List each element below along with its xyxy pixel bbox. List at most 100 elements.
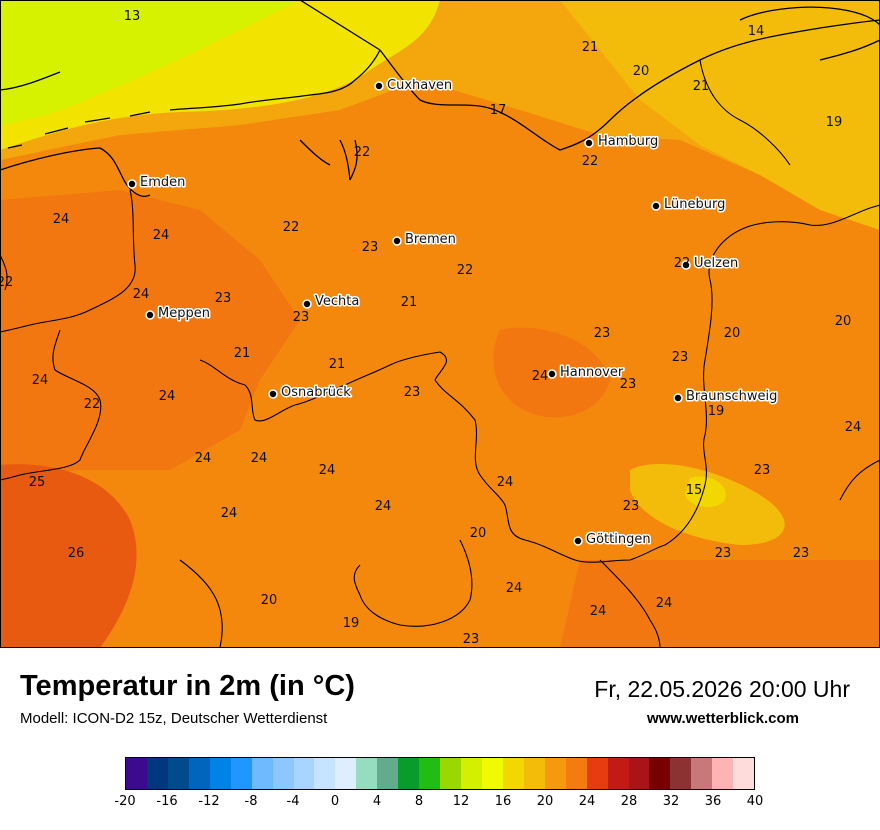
legend-swatch xyxy=(544,758,566,789)
temp-value: 20 xyxy=(470,526,487,541)
temp-value: 22 xyxy=(582,154,599,169)
coastline xyxy=(0,0,880,197)
city-lueneburg: Lüneburg xyxy=(651,196,727,214)
legend-swatch xyxy=(398,758,420,789)
city-meppen: Meppen xyxy=(145,305,211,323)
temp-value: 22 xyxy=(674,256,691,271)
temp-value: 24 xyxy=(251,451,268,466)
temp-value: 22 xyxy=(354,145,371,160)
city-label-bremen: Bremen xyxy=(405,232,456,247)
temp-value: 15 xyxy=(686,483,703,498)
temp-value: 24 xyxy=(221,506,238,521)
legend-swatch xyxy=(335,758,357,789)
legend-swatch xyxy=(481,758,503,789)
city-label-vechta: Vechta xyxy=(315,294,359,309)
legend-swatch xyxy=(272,758,294,789)
city-uelzen: Uelzen xyxy=(681,255,740,273)
legend-tick-label: 16 xyxy=(494,794,512,809)
temp-field-sea xyxy=(0,0,300,125)
temp-value: 23 xyxy=(793,546,810,561)
legend-swatch xyxy=(628,758,650,789)
temp-value: 20 xyxy=(835,314,852,329)
temp-value: 21 xyxy=(693,79,710,94)
temp-value: 24 xyxy=(153,228,170,243)
temp-value: 24 xyxy=(53,212,70,227)
temp-value: 23 xyxy=(404,385,421,400)
legend-swatch xyxy=(670,758,692,789)
city-label-goettingen: Göttingen xyxy=(586,532,651,547)
city-osnabrueck: Osnabrück xyxy=(268,384,353,402)
temp-value: 25 xyxy=(29,475,46,490)
temp-value: 21 xyxy=(329,357,346,372)
legend-tick-label: 36 xyxy=(704,794,722,809)
city-label-osnabrueck: Osnabrück xyxy=(281,385,351,400)
legend-swatch xyxy=(314,758,336,789)
temp-value: 21 xyxy=(582,40,599,55)
temp-field-harz-core xyxy=(685,476,726,508)
legend-swatch xyxy=(356,758,378,789)
legend-swatch xyxy=(461,758,482,789)
temp-value: 22 xyxy=(457,263,474,278)
legend-swatch xyxy=(565,758,587,789)
temp-value: 19 xyxy=(826,115,843,130)
temp-value: 22 xyxy=(283,220,300,235)
legend-tick-label: -16 xyxy=(156,794,178,809)
website-link[interactable]: www.wetterblick.com xyxy=(647,710,799,727)
city-goettingen: Göttingen xyxy=(573,531,652,549)
legend-tick-label: 4 xyxy=(372,794,382,809)
city-vechta: Vechta xyxy=(302,293,361,311)
city-label-lueneburg: Lüneburg xyxy=(664,197,725,212)
temp-value: 24 xyxy=(133,287,150,302)
city-emden: Emden xyxy=(127,174,187,192)
temp-value: 26 xyxy=(68,546,85,561)
temp-value: 22 xyxy=(84,397,101,412)
forecast-datetime: Fr, 22.05.2026 20:00 Uhr xyxy=(594,676,850,702)
legend-tick-label: -8 xyxy=(244,794,258,809)
legend-tick-label: 0 xyxy=(330,794,340,809)
legend-swatch xyxy=(188,758,210,789)
temperature-values: 13 14 21 20 21 17 19 22 22 24 22 24 23 2… xyxy=(0,9,861,647)
temp-field-northeast xyxy=(560,0,880,230)
legend-tick-label: 24 xyxy=(578,794,596,809)
legend-ticks: -20 -16 -12 -8 -4 0 4 8 12 16 20 24 28 32 36 40 xyxy=(114,794,763,818)
city-cuxhaven: Cuxhaven xyxy=(374,77,454,95)
temp-value: 23 xyxy=(215,291,232,306)
legend-swatch xyxy=(649,758,671,789)
temp-value: 24 xyxy=(532,369,549,384)
temp-value: 23 xyxy=(620,377,637,392)
legend-swatch xyxy=(607,758,629,789)
temp-value: 14 xyxy=(748,24,765,39)
legend-swatch xyxy=(419,758,441,789)
city-label-meppen: Meppen xyxy=(158,306,210,321)
temp-value: 20 xyxy=(633,64,650,79)
temp-value: 24 xyxy=(159,389,176,404)
temp-value: 21 xyxy=(401,295,418,310)
legend-swatch xyxy=(251,758,273,789)
temp-value: 20 xyxy=(724,326,741,341)
temp-value: 24 xyxy=(656,596,673,611)
temp-value: 24 xyxy=(845,420,862,435)
legend-swatch xyxy=(733,758,755,789)
city-label-braunschweig: Braunschweig xyxy=(686,389,777,404)
legend-tick-label: 40 xyxy=(746,794,764,809)
legend-tick-label: 12 xyxy=(452,794,470,809)
temp-value: 23 xyxy=(672,350,689,365)
legend-swatch xyxy=(691,758,713,789)
temp-value: 24 xyxy=(506,581,523,596)
legend-swatch xyxy=(167,758,189,789)
city-label-uelzen: Uelzen xyxy=(694,256,738,271)
admin-borders xyxy=(0,59,880,648)
legend-tick-label: -4 xyxy=(286,794,300,809)
legend-tick-label: -20 xyxy=(114,794,136,809)
legend-swatch xyxy=(146,758,168,789)
temp-field-south-warm xyxy=(560,560,880,648)
model-info: Modell: ICON-D2 15z, Deutscher Wetterdie… xyxy=(20,710,328,727)
legend-swatch xyxy=(523,758,545,789)
temp-value: 23 xyxy=(754,463,771,478)
temperature-map: Cuxhaven Hamburg Emden Lüneburg Bremen U… xyxy=(0,0,880,648)
legend-swatch xyxy=(230,758,252,789)
legend-swatch xyxy=(440,758,461,789)
city-hannover: Hannover xyxy=(547,364,625,382)
temp-value: 21 xyxy=(234,346,251,361)
legend-tick-label: 8 xyxy=(414,794,424,809)
